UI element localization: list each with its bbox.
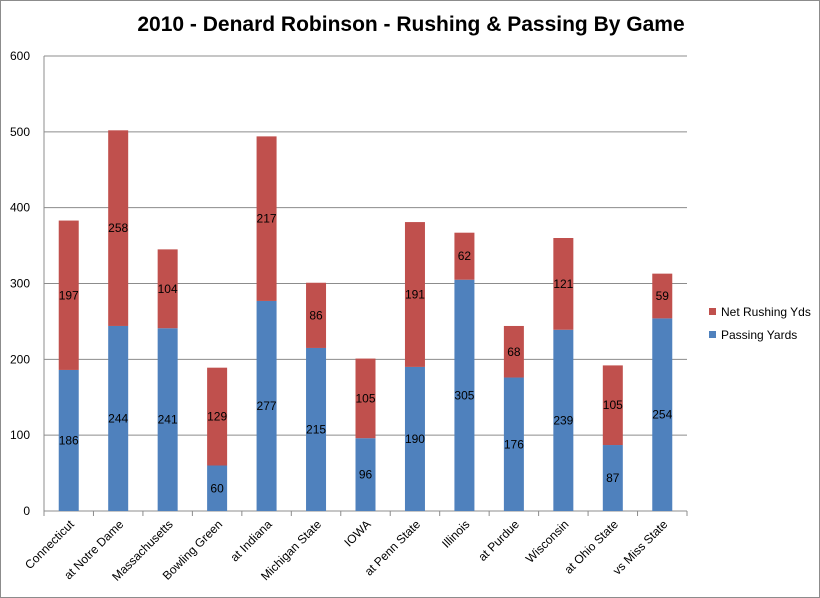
y-tick-label: 400: [10, 201, 30, 215]
x-tick-label: at Indiana: [228, 517, 275, 564]
y-tick-label: 300: [10, 277, 30, 291]
y-tick-label: 600: [10, 49, 30, 63]
data-label-rushing: 62: [458, 249, 472, 263]
bar-passing: [454, 279, 475, 511]
y-tick-label: 200: [10, 352, 30, 366]
data-label-rushing: 105: [603, 398, 623, 412]
data-label-rushing: 68: [507, 345, 521, 359]
bar-rushing: [454, 232, 475, 280]
bar-passing: [108, 325, 129, 511]
bar-passing: [157, 328, 178, 511]
x-tick-label: Wisconsin: [523, 517, 572, 566]
x-tick-label: IOWA: [341, 517, 373, 549]
data-label-passing: 176: [504, 437, 524, 451]
data-label-rushing: 121: [553, 277, 573, 291]
bar-passing: [207, 465, 228, 511]
data-label-passing: 87: [606, 471, 620, 485]
data-label-rushing: 59: [656, 289, 670, 303]
chart-title: 2010 - Denard Robinson - Rushing & Passi…: [137, 13, 685, 36]
data-label-passing: 60: [210, 481, 224, 495]
bar-passing: [256, 300, 277, 511]
data-label-passing: 186: [59, 433, 79, 447]
bar-rushing: [58, 220, 79, 370]
bar-rushing: [404, 222, 425, 367]
data-label-rushing: 105: [355, 391, 375, 405]
bar-passing: [503, 377, 524, 511]
chart-legend: Net Rushing Yds Passing Yards: [709, 300, 811, 346]
legend-item-passing: Passing Yards: [709, 323, 811, 346]
data-label-rushing: 258: [108, 221, 128, 235]
bar-rushing: [157, 249, 178, 329]
bar-passing: [404, 366, 425, 511]
bar-rushing: [108, 130, 129, 326]
bar-rushing: [256, 136, 277, 301]
legend-label-passing: Passing Yards: [721, 327, 798, 342]
legend-swatch-rushing: [709, 308, 716, 315]
data-label-rushing: 104: [158, 282, 178, 296]
data-label-rushing: 197: [59, 288, 79, 302]
bar-rushing: [602, 365, 623, 446]
data-label-passing: 190: [405, 432, 425, 446]
data-label-rushing: 129: [207, 410, 227, 424]
bar-rushing: [503, 325, 524, 378]
data-label-passing: 244: [108, 411, 128, 425]
data-label-rushing: 86: [309, 308, 323, 322]
bar-rushing: [652, 273, 673, 319]
legend-swatch-passing: [709, 331, 716, 338]
bar-passing: [306, 347, 327, 511]
data-label-passing: 239: [553, 413, 573, 427]
x-tick-label: Illinois: [439, 517, 472, 550]
bar-passing: [355, 438, 376, 511]
y-tick-label: 100: [10, 428, 30, 442]
x-tick-label: at Purdue: [475, 517, 522, 564]
bar-rushing: [553, 238, 574, 330]
data-label-passing: 305: [454, 388, 474, 402]
legend-label-rushing: Net Rushing Yds: [721, 304, 811, 319]
bar-passing: [553, 329, 574, 511]
data-label-rushing: 217: [257, 212, 277, 226]
y-tick-label: 500: [10, 125, 30, 139]
bar-rushing: [306, 282, 327, 348]
data-label-passing: 96: [359, 468, 373, 482]
y-tick-label: 0: [23, 504, 30, 518]
data-label-passing: 215: [306, 422, 326, 436]
legend-item-rushing: Net Rushing Yds: [709, 300, 811, 323]
data-label-passing: 254: [652, 408, 672, 422]
bar-rushing: [207, 367, 228, 466]
bar-passing: [58, 369, 79, 511]
data-label-passing: 277: [257, 399, 277, 413]
bar-passing: [652, 318, 673, 511]
data-label-passing: 241: [158, 413, 178, 427]
data-label-rushing: 191: [405, 287, 425, 301]
bar-passing: [602, 445, 623, 511]
bar-rushing: [355, 358, 376, 439]
